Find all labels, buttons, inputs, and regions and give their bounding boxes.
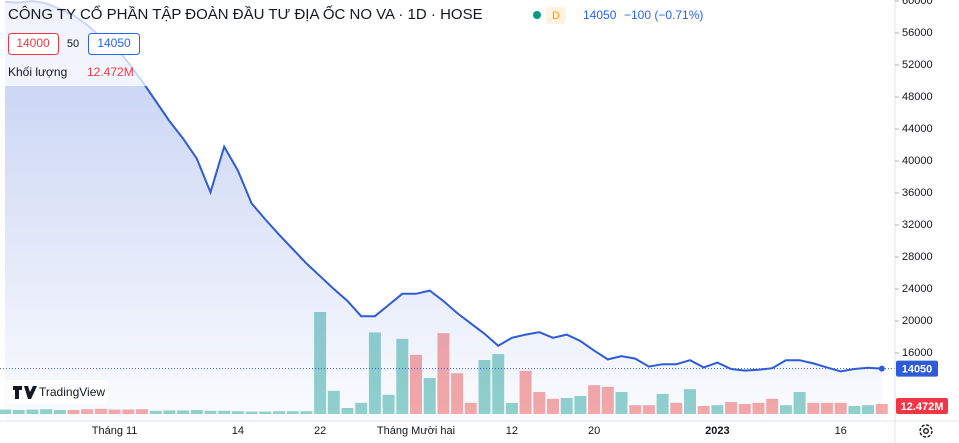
gear-center[interactable]: [923, 428, 929, 434]
y-tick-label: 32000: [902, 219, 933, 231]
logo-bg[interactable]: [6, 380, 108, 404]
brand[interactable]: TradingView: [39, 385, 105, 399]
last-price-tag: [896, 360, 938, 377]
brand-logo[interactable]: TradingView: [6, 380, 108, 404]
bid[interactable]: 14000: [16, 36, 50, 50]
x-tick-label: 2023: [705, 425, 729, 437]
status-dot: [533, 11, 541, 19]
x-tick-label: 12: [506, 425, 518, 437]
ask[interactable]: 14050: [97, 36, 131, 50]
volume-tag: [896, 398, 948, 414]
x-tick-label: Tháng Mười hai: [377, 425, 455, 437]
price-line: [4, 0, 882, 373]
logo-icon[interactable]: [13, 386, 37, 399]
status-text: D: [552, 10, 560, 22]
y-tick-label: 44000: [902, 123, 933, 135]
x-tick-label: 22: [314, 425, 326, 437]
y-tick-label: 60000: [902, 0, 933, 7]
y-tick-label: 48000: [902, 91, 933, 103]
spread: 50: [67, 38, 79, 50]
y-tick-label: 20000: [902, 315, 933, 327]
x-tick-label: Tháng 11: [92, 425, 138, 437]
price-area: [5, 1, 882, 421]
y-tick-label: 24000: [902, 283, 933, 295]
y-tick-label: 16000: [902, 347, 933, 359]
volume-tag-label: 12.472M: [901, 401, 944, 413]
status-badge: [546, 7, 566, 24]
x-tick-label: 16: [835, 425, 847, 437]
y-tick-label: 28000: [902, 251, 933, 263]
axes: 60000 56000 52000 48000 44000 40000 36000 32000…: [92, 0, 948, 437]
volume-title: Khối lượng: [8, 65, 67, 79]
y-tick-label: 56000: [902, 27, 933, 39]
plot-area: [0, 0, 895, 421]
gear-teeth[interactable]: [919, 424, 933, 438]
y-tick-label: 52000: [902, 59, 933, 71]
bid-box[interactable]: [8, 33, 59, 55]
x-tick-label: 20: [588, 425, 600, 437]
x-tick-label: 14: [232, 425, 244, 437]
last-price-label: 14050: [902, 364, 933, 376]
last-price: 14050: [583, 8, 617, 22]
y-tick-label: 36000: [902, 187, 933, 199]
ask-box[interactable]: [88, 33, 140, 55]
price-change: −100 (−0.71%): [624, 8, 703, 22]
last-price-dot: [878, 365, 885, 372]
settings-icon[interactable]: [919, 424, 933, 438]
volume-value: 12.472M: [87, 65, 134, 79]
y-tick-label: 40000: [902, 155, 933, 167]
symbol-title: CÔNG TY CỔ PHẦN TẬP ĐOÀN ĐẦU TƯ ĐỊA ỐC N…: [8, 5, 483, 23]
